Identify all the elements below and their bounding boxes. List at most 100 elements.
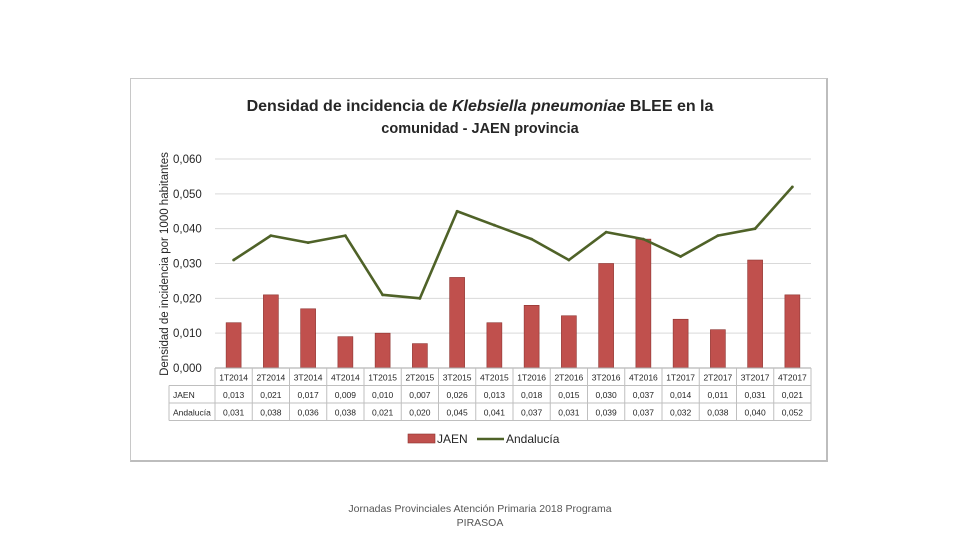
- data-label: 0,038: [260, 408, 282, 418]
- x-tick-label: 1T2016: [517, 373, 546, 383]
- chart-title-line-1: Densidad de incidencia de Klebsiella pne…: [247, 98, 714, 115]
- y-tick-label: 0,040: [173, 224, 202, 236]
- point-andalucia-3T2015: [455, 209, 459, 213]
- point-andalucia-4T2017: [790, 185, 794, 189]
- bar-jaen-3T2016: [598, 263, 614, 369]
- data-label: 0,009: [335, 390, 357, 400]
- bar-jaen-2T2014: [263, 294, 279, 369]
- data-label: 0,036: [297, 408, 319, 418]
- bar-jaen-1T2016: [523, 305, 540, 369]
- footer-line-1: Jornadas Provinciales Atención Primaria …: [348, 503, 612, 515]
- bar-jaen-3T2015: [449, 277, 465, 369]
- data-label: 0,020: [409, 408, 431, 418]
- point-andalucia-1T2017: [679, 255, 683, 258]
- x-tick-label: 4T2017: [778, 373, 807, 383]
- chart-title-part: Densidad de incidencia de: [247, 98, 452, 115]
- point-andalucia-2T2017: [716, 234, 720, 238]
- chart-svg: Densidad de incidencia de Klebsiella pne…: [159, 98, 812, 446]
- point-andalucia-3T2014: [306, 241, 310, 245]
- y-tick-label: 0,010: [173, 328, 202, 340]
- point-andalucia-2T2016: [567, 258, 571, 262]
- bar-jaen-4T2015: [486, 322, 503, 369]
- data-label: 0,045: [446, 408, 468, 418]
- data-label: 0,031: [558, 408, 580, 418]
- point-andalucia-2T2015: [418, 296, 422, 300]
- x-tick-label: 1T2015: [368, 373, 397, 383]
- point-andalucia-1T2016: [530, 237, 534, 241]
- table-row-label-jaen: JAEN: [173, 390, 195, 400]
- table-row-label-andalucia: Andalucía: [173, 408, 211, 418]
- bar-jaen-4T2017: [784, 294, 801, 369]
- point-andalucia-1T2014: [232, 258, 236, 262]
- data-label: 0,040: [744, 408, 766, 418]
- point-andalucia-3T2016: [604, 230, 608, 234]
- x-tick-label: 3T2017: [741, 373, 770, 383]
- x-tick-label: 3T2015: [443, 373, 472, 383]
- data-label: 0,039: [595, 408, 617, 418]
- chart-title-part: BLEE en la: [625, 98, 713, 115]
- data-label: 0,014: [670, 390, 692, 400]
- data-label: 0,052: [782, 408, 804, 418]
- data-label: 0,007: [409, 390, 431, 400]
- x-tick-label: 2T2017: [703, 373, 732, 383]
- x-tick-label: 3T2016: [592, 373, 621, 383]
- bar-jaen-2T2017: [710, 329, 726, 369]
- legend-label-jaen: JAEN: [437, 432, 468, 446]
- data-label: 0,031: [744, 390, 766, 400]
- data-label: 0,031: [223, 408, 245, 418]
- x-tick-label: 4T2016: [629, 373, 658, 383]
- point-andalucia-2T2014: [269, 234, 273, 238]
- data-label: 0,037: [633, 408, 655, 418]
- data-label: 0,018: [521, 390, 543, 400]
- y-tick-label: 0,020: [173, 293, 202, 305]
- line-andalucia: [232, 186, 794, 300]
- bar-jaen-1T2014: [225, 322, 242, 369]
- y-axis-label: Densidad de incidencia por 1000 habitant…: [159, 152, 171, 376]
- footer-line-2: PIRASOA: [456, 517, 504, 529]
- point-andalucia-4T2016: [641, 237, 645, 241]
- x-tick-label: 1T2014: [219, 373, 248, 383]
- chart-frame: Densidad de incidencia de Klebsiella pne…: [130, 78, 828, 462]
- x-tick-label: 4T2014: [331, 373, 360, 383]
- point-andalucia-3T2017: [753, 227, 757, 231]
- data-label: 0,026: [446, 390, 468, 400]
- bar-jaen-1T2017: [672, 318, 689, 369]
- bar-jaen-1T2015: [374, 332, 391, 369]
- data-label: 0,038: [335, 408, 357, 418]
- bar-jaen-3T2017: [747, 259, 763, 369]
- x-tick-label: 3T2014: [294, 373, 323, 383]
- legend-label-andalucia: Andalucía: [506, 432, 560, 446]
- bar-jaen-4T2014: [337, 336, 354, 369]
- data-label: 0,032: [670, 408, 692, 418]
- point-andalucia-4T2014: [343, 234, 347, 238]
- legend-swatch-jaen: [407, 433, 436, 444]
- data-label: 0,030: [595, 390, 617, 400]
- data-label: 0,037: [521, 408, 543, 418]
- footer: Jornadas Provinciales Atención Primaria …: [330, 502, 630, 530]
- y-tick-label: 0,000: [173, 363, 202, 375]
- bar-jaen-3T2014: [300, 308, 316, 369]
- y-tick-label: 0,060: [173, 154, 202, 166]
- bar-jaen-2T2015: [412, 343, 428, 369]
- y-tick-label: 0,030: [173, 259, 202, 271]
- data-label: 0,037: [633, 390, 655, 400]
- data-label: 0,013: [484, 390, 506, 400]
- x-tick-label: 1T2017: [666, 373, 695, 383]
- x-tick-label: 4T2015: [480, 373, 509, 383]
- y-tick-label: 0,050: [173, 189, 202, 201]
- x-tick-label: 2T2014: [256, 373, 285, 383]
- x-tick-label: 2T2016: [554, 373, 583, 383]
- point-andalucia-4T2015: [492, 223, 496, 227]
- data-label: 0,041: [484, 408, 506, 418]
- data-label: 0,010: [372, 390, 394, 400]
- data-label: 0,011: [708, 390, 729, 400]
- bar-jaen-4T2016: [635, 238, 652, 369]
- data-label: 0,021: [260, 390, 282, 400]
- chart-title-part: Klebsiella pneumoniae: [452, 98, 625, 115]
- data-label: 0,038: [707, 408, 729, 418]
- data-label: 0,013: [223, 390, 245, 400]
- point-andalucia-1T2015: [381, 293, 385, 297]
- bar-jaen-2T2016: [561, 315, 577, 369]
- data-label: 0,017: [297, 390, 319, 400]
- data-label: 0,015: [558, 390, 580, 400]
